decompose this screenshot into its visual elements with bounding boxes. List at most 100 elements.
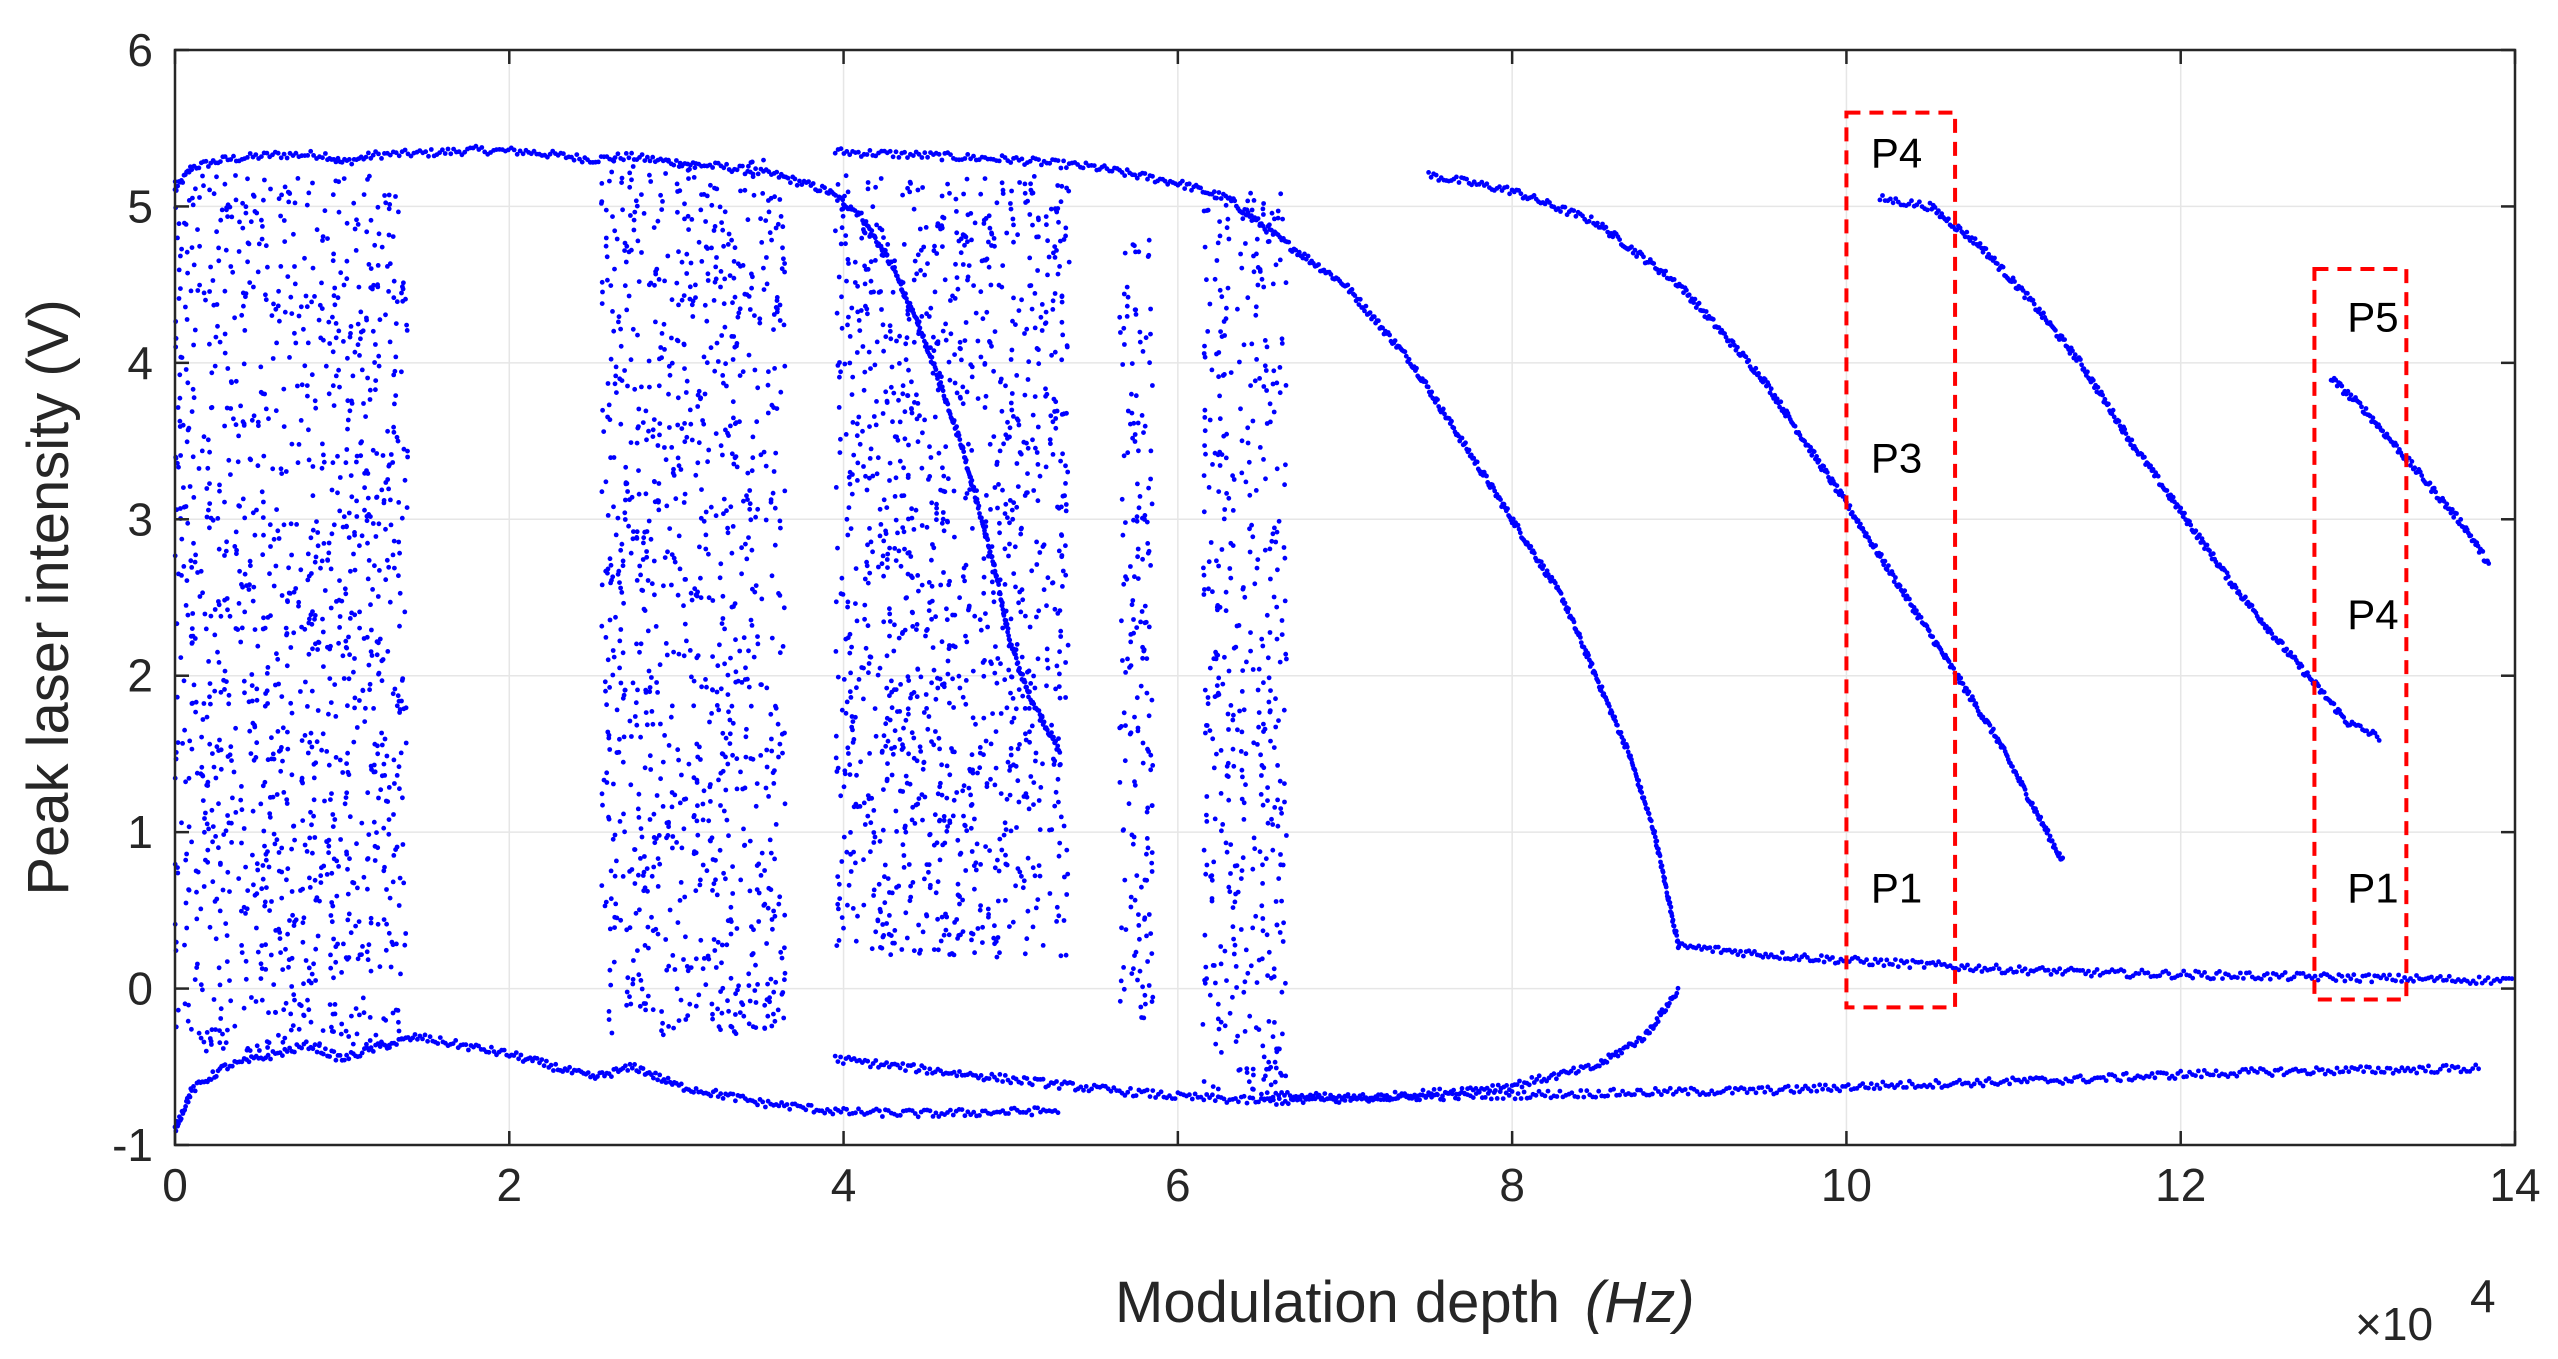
data-point	[2094, 967, 2100, 972]
data-point	[940, 388, 946, 394]
chaotic-point	[658, 721, 663, 727]
chaotic-point	[1063, 463, 1068, 469]
chaotic-point	[722, 209, 728, 215]
data-point	[1428, 174, 1434, 180]
chaotic-point	[652, 282, 657, 288]
chaotic-point	[697, 882, 703, 888]
chaotic-point	[706, 447, 712, 453]
data-point	[2030, 297, 2036, 303]
data-point	[2166, 971, 2172, 977]
data-point	[1433, 172, 1439, 178]
data-point	[1864, 957, 1869, 963]
data-point	[1878, 957, 1884, 963]
data-point	[710, 165, 715, 170]
chaotic-point	[677, 188, 683, 194]
chaotic-point	[921, 710, 927, 715]
data-point	[2446, 1068, 2452, 1073]
data-point	[1772, 392, 1778, 398]
chaotic-point	[892, 622, 897, 628]
chaotic-point	[1028, 181, 1033, 187]
chaotic-point	[681, 342, 687, 348]
chaotic-point	[938, 582, 944, 588]
data-point	[393, 150, 399, 156]
data-point	[1212, 1098, 1218, 1104]
chaotic-point	[658, 192, 663, 198]
chaotic-point	[732, 294, 738, 300]
chaotic-point	[738, 188, 743, 194]
chaotic-point	[778, 525, 783, 531]
data-point	[1020, 672, 1026, 677]
chaotic-point	[709, 202, 715, 208]
chaotic-point	[684, 964, 690, 969]
chaotic-point	[636, 279, 642, 284]
data-point	[420, 1036, 425, 1042]
chaotic-point	[719, 960, 724, 966]
chaotic-point	[901, 725, 906, 731]
chaotic-point	[670, 845, 675, 851]
chaotic-point	[633, 198, 639, 204]
chaotic-point	[847, 481, 853, 487]
chaotic-point	[661, 583, 666, 589]
data-point	[1517, 530, 1523, 536]
data-point	[1956, 967, 1962, 973]
data-point	[2235, 975, 2240, 980]
data-point	[2193, 528, 2199, 534]
chaotic-point	[1053, 425, 1059, 431]
data-point	[1349, 287, 1355, 292]
data-point	[936, 151, 942, 157]
data-point	[1558, 591, 1564, 596]
chaotic-point	[619, 175, 625, 181]
chaotic-point	[644, 722, 650, 728]
chaotic-point	[749, 547, 755, 553]
chaotic-point	[647, 817, 653, 822]
chaotic-point	[973, 310, 979, 316]
chaotic-point	[632, 386, 638, 392]
data-point	[1509, 1089, 1515, 1094]
chaotic-point	[1014, 825, 1019, 830]
data-point	[1811, 449, 1817, 454]
chaotic-point	[855, 913, 860, 919]
chaotic-point	[694, 777, 700, 783]
chaotic-point	[662, 445, 667, 450]
chaotic-point	[881, 733, 887, 739]
chaotic-point	[889, 705, 895, 711]
chaotic-point	[944, 828, 950, 834]
data-point	[977, 511, 982, 516]
chaotic-point	[639, 384, 644, 390]
chaotic-point	[643, 687, 649, 693]
data-point	[1891, 579, 1897, 585]
chaotic-point	[625, 489, 630, 494]
chaotic-point	[884, 653, 890, 659]
data-point	[830, 1111, 836, 1117]
chaotic-point	[603, 688, 608, 694]
chaotic-point	[636, 872, 641, 878]
data-point	[1182, 186, 1188, 192]
chaotic-point	[839, 707, 845, 713]
data-point	[2025, 290, 2030, 296]
chaotic-point	[911, 735, 917, 741]
chaotic-point	[954, 209, 959, 214]
data-point	[311, 153, 316, 158]
chaotic-point	[608, 868, 614, 874]
chaotic-point	[1008, 357, 1014, 362]
chaotic-point	[636, 791, 642, 797]
data-point	[2312, 973, 2318, 979]
chaotic-point	[780, 990, 786, 995]
chaotic-point	[778, 949, 784, 955]
chaotic-point	[871, 887, 877, 893]
chaotic-point	[726, 231, 732, 237]
chaotic-point	[710, 888, 715, 893]
data-point	[402, 147, 408, 153]
chaotic-point	[1063, 502, 1069, 507]
chaotic-point	[620, 650, 626, 656]
chaotic-point	[692, 586, 698, 592]
chaotic-point	[710, 1016, 715, 1022]
chaotic-point	[905, 706, 911, 712]
chaotic-point	[720, 985, 726, 991]
chaotic-point	[701, 518, 707, 524]
data-point	[1605, 1093, 1611, 1099]
data-point	[799, 182, 805, 188]
chaotic-point	[918, 749, 924, 754]
chaotic-point	[769, 573, 775, 579]
